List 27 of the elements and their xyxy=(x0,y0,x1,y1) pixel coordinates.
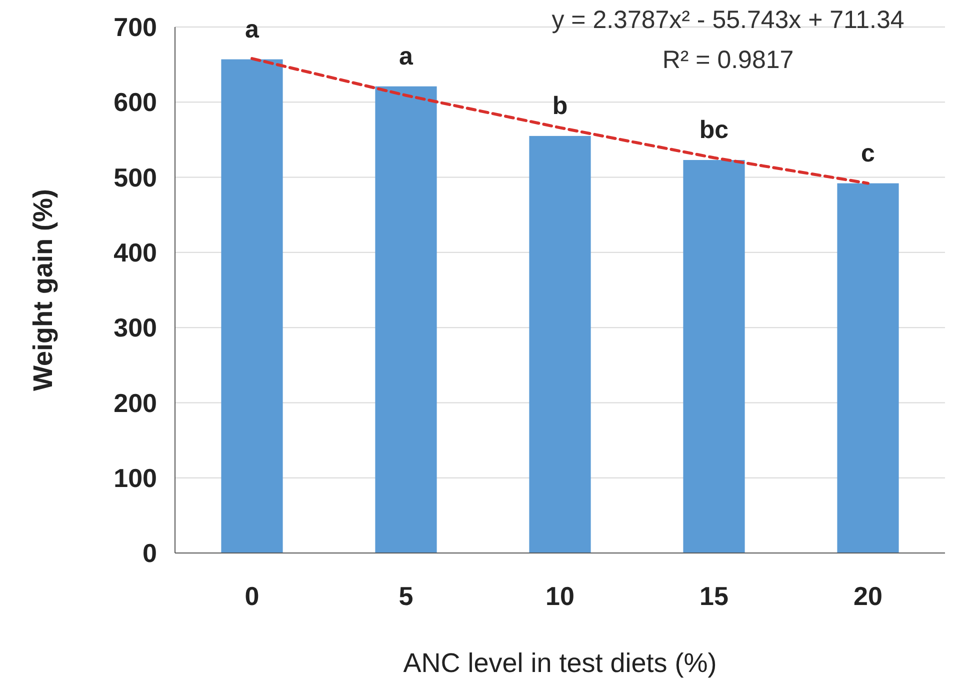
y-tick-label: 0 xyxy=(142,538,157,568)
y-tick-label: 200 xyxy=(114,388,157,418)
annotation: c xyxy=(861,139,876,168)
y-tick-label: 600 xyxy=(114,87,157,118)
bar xyxy=(529,136,591,553)
y-tick-label: 400 xyxy=(114,238,157,268)
bar xyxy=(375,86,437,553)
x-tick-label: 20 xyxy=(854,581,882,611)
annotation: a xyxy=(399,42,414,70)
y-axis-title: Weight gain (%) xyxy=(28,189,58,391)
x-tick-label: 0 xyxy=(244,581,260,611)
bar xyxy=(837,183,899,553)
annotation: R² = 0.9817 xyxy=(662,46,794,74)
bar xyxy=(683,160,745,553)
y-tick-label: 300 xyxy=(114,312,157,343)
y-tick-label: 100 xyxy=(114,462,157,493)
x-axis-title: ANC level in test diets (%) xyxy=(403,648,717,678)
annotation: a xyxy=(245,15,260,44)
y-tick-label: 500 xyxy=(114,162,157,192)
x-tick-label: 10 xyxy=(546,581,574,611)
y-tick-label: 700 xyxy=(114,12,157,42)
annotation: y = 2.3787x² - 55.743x + 711.34 xyxy=(552,6,904,34)
annotation: bc xyxy=(699,116,729,144)
bar xyxy=(221,59,283,553)
annotation: b xyxy=(552,92,568,120)
x-tick-label: 5 xyxy=(398,581,414,611)
x-tick-label: 15 xyxy=(700,581,728,611)
